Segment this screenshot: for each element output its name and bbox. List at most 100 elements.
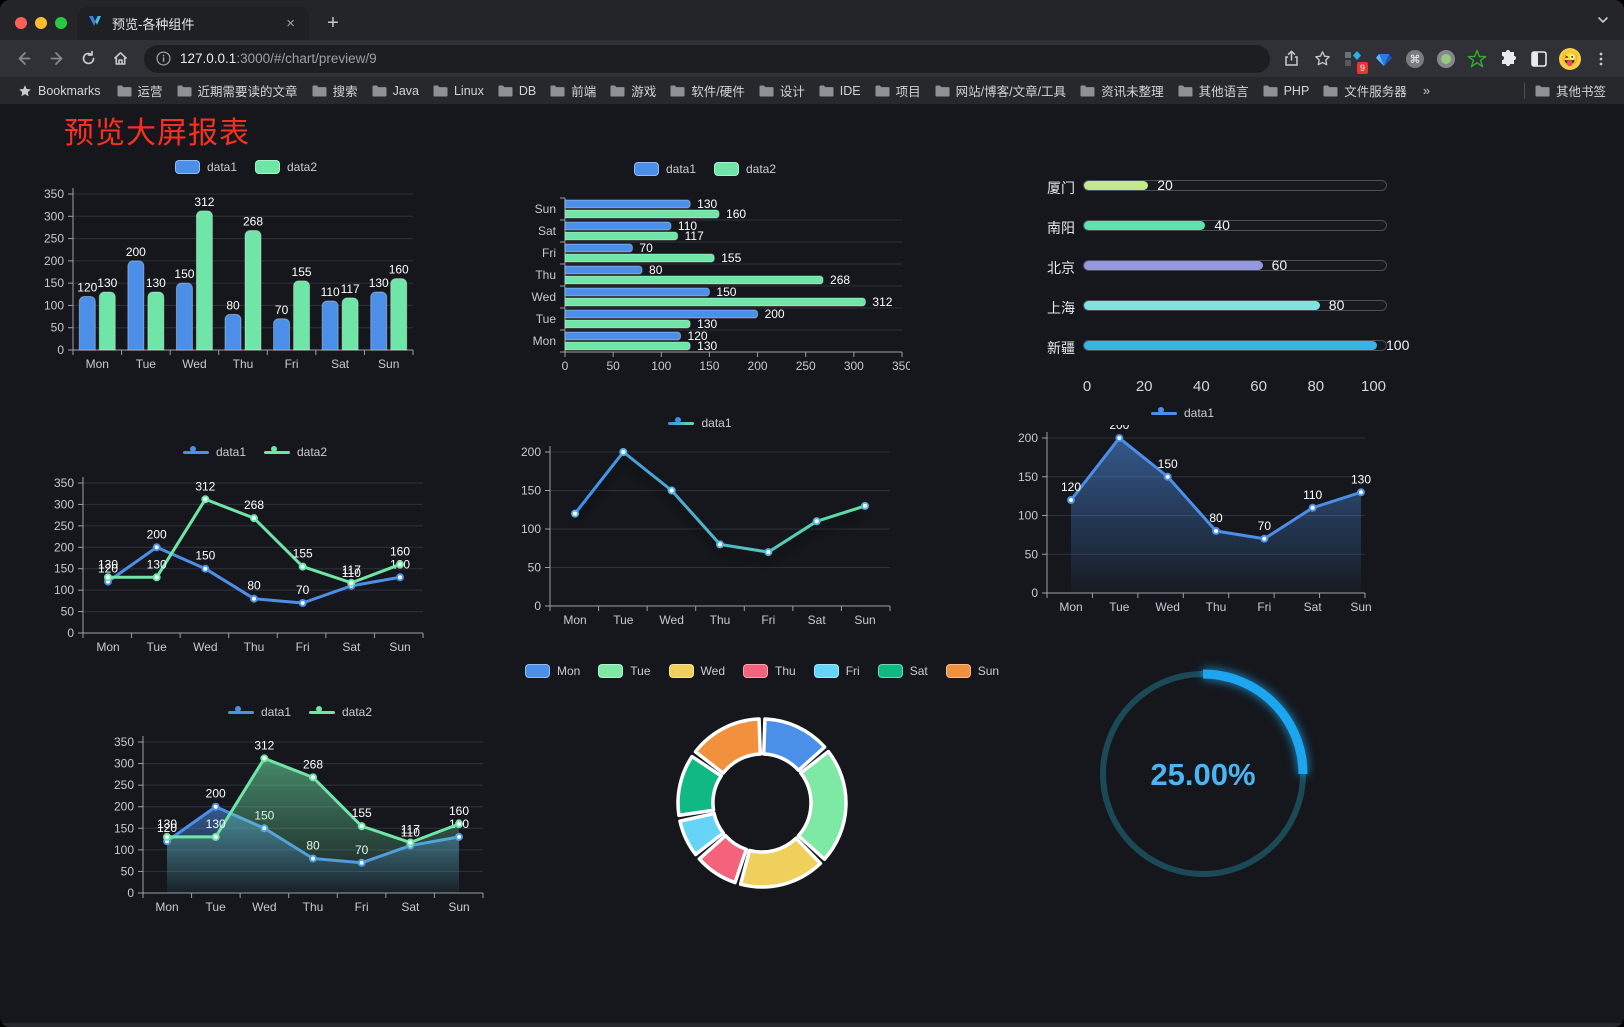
bookmark-folder-11[interactable]: IDE [813, 82, 867, 100]
legend-item-Sat[interactable]: Sat [877, 664, 928, 678]
bookmark-folder-7[interactable]: 前端 [544, 79, 602, 102]
legend-item-Fri[interactable]: Fri [813, 664, 860, 678]
bookmarks-overflow-chevron[interactable]: » [1422, 83, 1431, 98]
back-button[interactable] [10, 45, 38, 73]
bookmark-folder-13[interactable]: 网站/博客/文章/工具 [929, 79, 1072, 102]
legend-item-data1[interactable]: data1 [1150, 406, 1214, 420]
svg-text:300: 300 [114, 757, 134, 771]
legend-item-data1[interactable]: data1 [182, 445, 246, 459]
legend-line-marker [309, 706, 335, 718]
donut-chart-canvas [676, 717, 848, 889]
close-window-button[interactable] [15, 17, 27, 29]
extension-grid-diamond-icon[interactable]: 9 [1342, 48, 1368, 74]
svg-text:150: 150 [716, 285, 736, 299]
legend-item-data1[interactable]: data1 [633, 162, 696, 176]
svg-text:Thu: Thu [710, 613, 731, 627]
svg-text:100: 100 [651, 359, 671, 373]
donut-slice-Fri [678, 811, 726, 857]
legend-item-data1[interactable]: data1 [668, 416, 732, 430]
home-button[interactable] [106, 45, 134, 73]
bookmarks-manager[interactable]: Bookmarks [12, 82, 107, 100]
svg-text:130: 130 [206, 817, 226, 831]
bookmark-folder-12[interactable]: 项目 [869, 79, 927, 102]
legend-item-Mon[interactable]: Mon [524, 664, 580, 678]
minimize-window-button[interactable] [35, 17, 47, 29]
legend-item-data2[interactable]: data2 [255, 160, 317, 174]
puzzle-extension-icon[interactable] [1497, 48, 1519, 70]
forward-button[interactable] [42, 45, 70, 73]
bookmark-folder-10[interactable]: 设计 [753, 79, 811, 102]
legend-item-data1[interactable]: data1 [227, 705, 291, 719]
gem-extension-icon[interactable] [1373, 48, 1395, 70]
progress-row-上海: 上海 80 [990, 297, 1410, 316]
svg-text:312: 312 [195, 479, 215, 493]
svg-text:Thu: Thu [244, 640, 265, 654]
zoom-window-button[interactable] [55, 17, 67, 29]
page-title: 预览大屏报表 [64, 117, 250, 150]
legend-item-data1[interactable]: data1 [174, 160, 237, 174]
legend-item-Wed[interactable]: Wed [668, 664, 725, 678]
bookmark-folder-9[interactable]: 软件/硬件 [664, 79, 750, 102]
legend-line-marker [264, 446, 290, 458]
svg-text:155: 155 [292, 265, 312, 279]
legend-label: data2 [746, 162, 777, 176]
legend-item-data2[interactable]: data2 [309, 705, 372, 719]
legend-item-data2[interactable]: data2 [714, 162, 776, 176]
progress-label: 新疆 [1047, 340, 1075, 356]
tab-close-icon[interactable]: × [286, 15, 295, 32]
green-dot-extension-icon[interactable] [1435, 48, 1457, 70]
svg-text:150: 150 [174, 267, 194, 281]
bookmark-folder-5[interactable]: Linux [427, 82, 490, 100]
bookmark-folder-4[interactable]: Java [366, 82, 425, 100]
tab-search-chevron-icon[interactable] [1596, 13, 1610, 32]
svg-text:80: 80 [649, 263, 663, 277]
sidebar-extension-icon[interactable] [1528, 48, 1550, 70]
legend-swatch [524, 664, 550, 678]
bookmark-folder-1[interactable]: 运营 [111, 79, 169, 102]
bookmark-label: DB [518, 83, 537, 98]
svg-text:100: 100 [1018, 509, 1038, 523]
bookmark-folder-8[interactable]: 游戏 [604, 79, 662, 102]
browser-tab[interactable]: 预览-各种组件 × [77, 7, 309, 40]
share-icon[interactable] [1280, 48, 1302, 70]
progress-fill [1084, 341, 1377, 350]
bookmark-label: 游戏 [631, 85, 657, 99]
green-star-extension-icon[interactable] [1466, 48, 1488, 70]
bookmark-folder-15[interactable]: 其他语言 [1172, 79, 1255, 102]
bookmark-folder-17[interactable]: 文件服务器 [1317, 79, 1413, 102]
bookmark-folder-3[interactable]: 搜索 [306, 79, 364, 102]
svg-text:200: 200 [1018, 431, 1038, 445]
legend-item-Tue[interactable]: Tue [598, 664, 651, 678]
reload-button[interactable] [74, 45, 102, 73]
svg-text:150: 150 [699, 359, 719, 373]
svg-text:Sun: Sun [854, 613, 875, 627]
svg-text:300: 300 [844, 359, 864, 373]
progress-axis-tick: 100 [1361, 378, 1387, 395]
other-bookmarks-folder[interactable]: 其他书签 [1529, 79, 1612, 102]
bookmark-folder-6[interactable]: DB [492, 82, 542, 100]
chart-line-area: data1 0 50 100 150 200 Mon Tue Wed Thu Fri Sat Sun 12… [985, 400, 1380, 624]
legend-item-Sun[interactable]: Sun [945, 664, 999, 678]
folder-icon [670, 85, 685, 96]
chart-donut: Mon Tue Wed Thu Fri Sat Sun [524, 660, 999, 924]
legend-item-Thu[interactable]: Thu [743, 664, 796, 678]
legend-line-marker [182, 446, 209, 458]
bookmark-folder-14[interactable]: 资讯未整理 [1074, 79, 1170, 102]
svg-text:Tue: Tue [1109, 600, 1130, 614]
legend-item-data2[interactable]: data2 [264, 445, 327, 459]
progress-track [1083, 180, 1387, 191]
svg-text:Tue: Tue [147, 640, 168, 654]
site-info-icon[interactable] [156, 51, 171, 66]
bookmark-label: Java [392, 83, 419, 98]
bookmark-folder-16[interactable]: PHP [1257, 82, 1316, 100]
bookmark-star-icon[interactable] [1311, 48, 1333, 70]
url-bar[interactable]: 127.0.0.1:3000/#/chart/preview/9 [144, 44, 1270, 73]
command-extension-icon[interactable]: ⌘ [1404, 48, 1426, 70]
bookmarks-bar: Bookmarks 运营 近期需要读的文章 搜索 Java Linux DB 前端 游戏 软件/… [0, 77, 1624, 104]
svg-text:Wed: Wed [659, 613, 683, 627]
svg-text:Mon: Mon [96, 640, 119, 654]
menu-kebab-icon[interactable] [1590, 48, 1612, 70]
bookmark-folder-2[interactable]: 近期需要读的文章 [171, 79, 304, 102]
profile-avatar[interactable]: 😜 [1559, 47, 1581, 70]
new-tab-button[interactable]: + [327, 12, 339, 34]
